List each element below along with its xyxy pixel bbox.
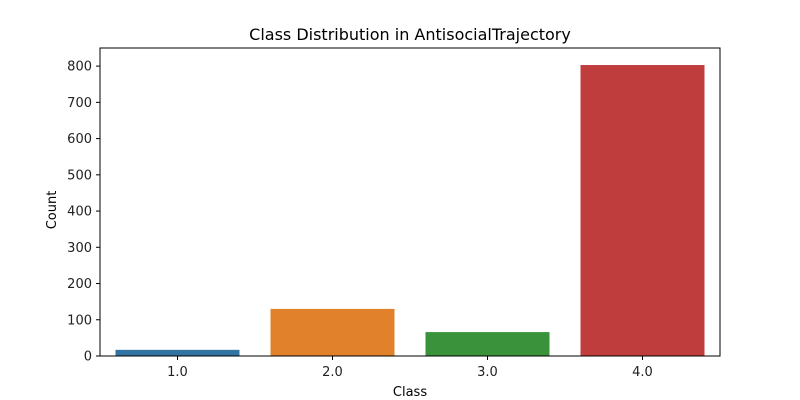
bars-group	[115, 65, 705, 357]
y-tick-label: 300	[67, 241, 92, 256]
bar-2.0	[270, 308, 395, 356]
bar-4.0	[580, 65, 705, 357]
x-tick-label: 2.0	[322, 365, 343, 380]
plot-frame	[99, 47, 721, 357]
x-axis-ticks: 1.0 2.0 3.0 4.0	[167, 356, 653, 380]
chart-title: Class Distribution in AntisocialTrajecto…	[249, 25, 571, 44]
x-axis-label: Class	[393, 385, 427, 400]
y-tick-label: 100	[67, 313, 92, 328]
y-tick-label: 500	[67, 168, 92, 183]
y-tick-label: 700	[67, 96, 92, 111]
x-tick-label: 3.0	[477, 365, 498, 380]
y-axis-label: Count	[45, 191, 60, 230]
x-tick-label: 1.0	[167, 365, 188, 380]
y-tick-label: 0	[84, 350, 92, 365]
y-tick-label: 800	[67, 60, 92, 75]
bar-3.0	[425, 332, 550, 356]
y-tick-label: 600	[67, 132, 92, 147]
y-axis-ticks: 0 100 200 300 400 500 600 700 800	[67, 60, 100, 365]
y-tick-label: 200	[67, 277, 92, 292]
bar-1.0	[115, 349, 240, 356]
y-tick-label: 400	[67, 205, 92, 220]
x-tick-label: 4.0	[632, 365, 653, 380]
